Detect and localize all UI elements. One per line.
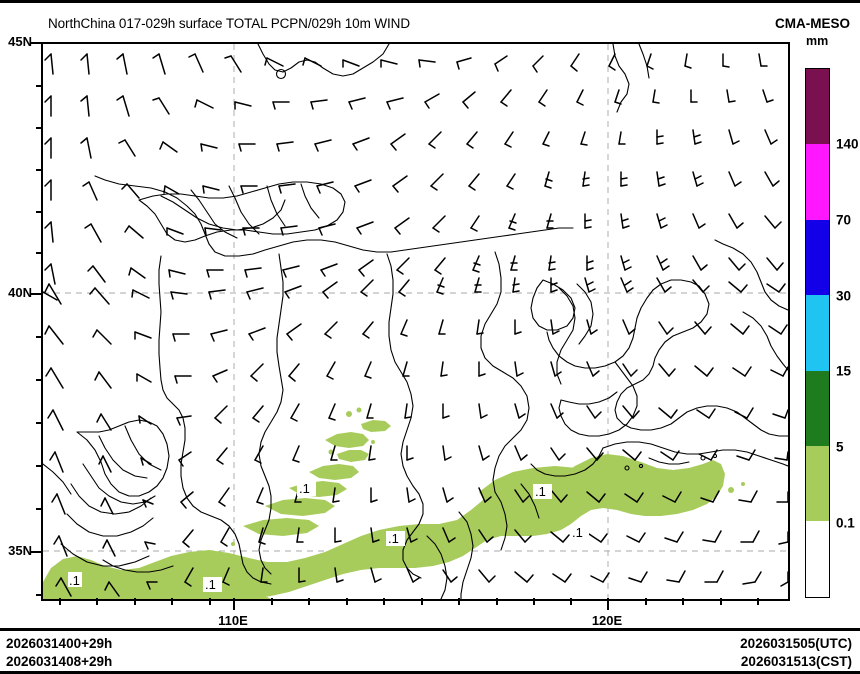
svg-text:.1: .1 — [388, 531, 399, 546]
xtick-minor — [271, 598, 273, 605]
xtick-minor — [682, 598, 684, 605]
colorbar-label-15: 15 — [836, 363, 852, 379]
footer-init-cst: 2026031408+29h — [6, 654, 113, 669]
mid-rule — [0, 628, 860, 631]
colorbar-band-140plus — [806, 69, 829, 145]
colorbar-label-30: 30 — [836, 288, 852, 304]
ytick-minor — [36, 594, 43, 596]
xtick-minor — [645, 598, 647, 605]
colorbar-label-140: 140 — [836, 136, 859, 152]
map-boundaries — [43, 44, 788, 599]
ytick-minor — [36, 422, 43, 424]
ytick-label-35n: 35N — [8, 543, 32, 558]
xtick-minor — [570, 598, 572, 605]
ytick-minor — [36, 336, 43, 338]
model-label: CMA-MESO — [775, 16, 850, 31]
xtick-minor — [720, 598, 722, 605]
xtick-minor — [383, 598, 385, 605]
chart-title: NorthChina 017-029h surface TOTAL PCPN/0… — [48, 16, 410, 31]
ytick-minor — [36, 127, 43, 129]
ytick-minor — [36, 508, 43, 510]
ytick-label-45n: 45N — [8, 34, 32, 49]
xtick-major-120e — [607, 598, 609, 610]
top-rule — [0, 0, 860, 3]
xtick-minor — [533, 598, 535, 605]
xtick-minor — [421, 598, 423, 605]
xtick-minor — [757, 598, 759, 605]
ytick-minor — [36, 252, 43, 254]
footer-valid-utc: 2026031505(UTC) — [740, 636, 852, 651]
colorbar-band-5-15 — [806, 370, 829, 446]
xtick-minor — [209, 598, 211, 605]
colorbar[interactable] — [805, 68, 830, 598]
ytick-major-45n — [31, 42, 43, 44]
ytick-major-40n — [31, 293, 43, 295]
svg-text:.1: .1 — [69, 573, 80, 588]
ytick-label-40n: 40N — [8, 285, 32, 300]
footer-valid-cst: 2026031513(CST) — [740, 654, 852, 669]
xtick-major-110e — [233, 598, 235, 610]
xtick-minor — [171, 598, 173, 605]
svg-text:.1: .1 — [572, 525, 583, 540]
svg-text:.1: .1 — [299, 481, 310, 496]
xtick-minor — [96, 598, 98, 605]
grid-lines — [43, 44, 788, 599]
xtick-minor — [308, 598, 310, 605]
contour-labels: .1 .1 .1 .1 .1 .1 — [68, 481, 589, 592]
colorbar-label-5: 5 — [836, 439, 844, 455]
ytick-minor — [36, 85, 43, 87]
colorbar-band-0p1-5 — [806, 445, 829, 522]
ytick-major-35n — [31, 551, 43, 553]
colorbar-unit-label: mm — [806, 34, 829, 48]
map-plot-area[interactable]: .1 .1 .1 .1 .1 .1 — [41, 42, 790, 601]
precip-fill-0p1 — [43, 407, 745, 599]
colorbar-label-70: 70 — [836, 212, 852, 228]
xtick-minor — [59, 598, 61, 605]
ytick-minor — [36, 379, 43, 381]
ytick-minor — [36, 169, 43, 171]
ytick-minor — [36, 211, 43, 213]
colorbar-label-0p1: 0.1 — [836, 515, 855, 531]
footer-init-utc: 2026031400+29h — [6, 636, 113, 651]
colorbar-band-below-0p1 — [806, 521, 829, 597]
xtick-label-110e: 110E — [218, 613, 248, 628]
xtick-minor — [458, 598, 460, 605]
xtick-minor — [346, 598, 348, 605]
svg-text:.1: .1 — [205, 577, 216, 592]
bottom-rule — [0, 671, 860, 674]
xtick-label-120e: 120E — [591, 613, 623, 628]
colorbar-band-30-70 — [806, 219, 829, 296]
xtick-minor — [134, 598, 136, 605]
svg-text:.1: .1 — [535, 484, 546, 499]
colorbar-band-15-30 — [806, 295, 829, 371]
xtick-minor — [496, 598, 498, 605]
ytick-minor — [36, 465, 43, 467]
wind-barbs — [43, 53, 788, 597]
colorbar-band-70-140 — [806, 144, 829, 220]
map-canvas: .1 .1 .1 .1 .1 .1 — [43, 44, 788, 599]
